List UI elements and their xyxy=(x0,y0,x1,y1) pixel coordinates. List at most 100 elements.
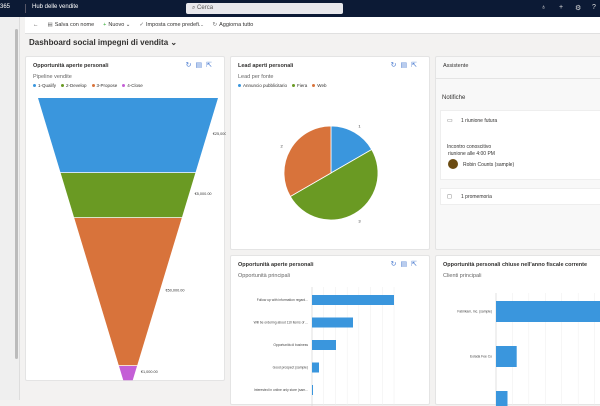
calendar-icon: ▭ xyxy=(447,118,453,124)
bar xyxy=(496,346,517,367)
category-label: Good prospect (sample) xyxy=(273,366,308,370)
legend-item[interactable]: Web xyxy=(312,83,326,88)
person-name[interactable]: Robin Counts (sample) xyxy=(463,162,515,168)
card-actions[interactable]: ↻▤⇱ xyxy=(185,62,216,69)
category-label: Opportunità di business xyxy=(273,343,308,347)
funnel-segment xyxy=(38,98,218,173)
pie-slice xyxy=(330,125,373,174)
pie-slice xyxy=(283,125,332,198)
page-title-text: Dashboard social impegni di vendita xyxy=(29,38,169,47)
help-icon[interactable]: ? xyxy=(592,4,596,11)
back-button[interactable]: ← xyxy=(33,22,39,28)
meeting-card[interactable]: ▭ 1 riunione futura Incontro conoscitivo… xyxy=(440,110,600,180)
legend-label: Fiera xyxy=(297,83,308,88)
card-subtitle: Opportunità principali xyxy=(238,273,290,279)
bar xyxy=(312,295,394,305)
plus-icon[interactable]: + xyxy=(559,4,564,11)
bar xyxy=(312,317,353,328)
card-title: Opportunità personali chiuse nell'anno f… xyxy=(443,262,588,268)
search-input[interactable]: ⌕ Cerca xyxy=(186,3,343,14)
funnel-data-label: €5,000.00 xyxy=(195,192,212,196)
legend-swatch xyxy=(61,84,65,88)
card-actions[interactable]: ↻▤⇱ xyxy=(390,62,421,69)
legend-item[interactable]: Fiera xyxy=(292,83,307,88)
bell-icon: ◻ xyxy=(447,194,452,200)
funnel-segment xyxy=(60,172,196,218)
funnel-data-label: €50,000.00 xyxy=(166,289,185,293)
refresh-all-label: Aggiorna tutto xyxy=(219,22,254,28)
bar xyxy=(312,340,336,350)
card-subtitle: Clienti principali xyxy=(443,273,482,279)
meeting-title: Incontro conoscitivo xyxy=(447,144,492,150)
sidebar-scrollbar[interactable] xyxy=(15,29,18,359)
legend-swatch xyxy=(33,84,36,88)
avatar xyxy=(448,159,458,169)
reminder-card[interactable]: ◻ 1 promemoria xyxy=(440,188,600,205)
notifications-heading: Notifiche xyxy=(442,95,466,101)
gear-icon[interactable]: ⚙ xyxy=(575,5,582,12)
legend-item[interactable]: 1-Qualify xyxy=(33,83,56,88)
legend-item[interactable]: 4-Close xyxy=(122,83,143,88)
bar-chart: Fabrikam, Inc. (sample) Eolada Fee Co xyxy=(457,293,600,406)
card-leads: Lead aperti personali ↻▤⇱ Lead per fonte… xyxy=(230,56,430,250)
page-title[interactable]: Dashboard social impegni di vendita ⌄ xyxy=(29,38,178,47)
divider xyxy=(436,78,600,79)
legend-label: 3-Propose xyxy=(96,83,118,88)
pie-data-label: 1 xyxy=(358,123,361,128)
set-default-button[interactable]: ✓ Imposta come predefi... xyxy=(139,22,203,28)
category-label: Interested in online only store (sam... xyxy=(254,388,308,392)
card-actions[interactable]: ↻▤⇱ xyxy=(390,261,421,268)
meeting-time: riunione alle 4:00 PM xyxy=(448,151,495,157)
brand: 365 xyxy=(0,4,11,10)
lightbulb-icon[interactable]: ♁ xyxy=(541,4,547,11)
legend: 1-Qualify 2-Develop 3-Propose 4-Close xyxy=(33,83,143,88)
divider xyxy=(25,4,26,13)
card-top-opportunities: Opportunità aperte personali ↻▤⇱ Opportu… xyxy=(230,255,430,406)
bar-chart: Follow up with information regard... Will… xyxy=(254,287,395,406)
legend-label: 4-Close xyxy=(127,83,143,88)
save-icon: ▤ xyxy=(47,22,53,28)
category-label: Follow up with information regard... xyxy=(257,298,308,302)
refresh-icon: ↻ xyxy=(212,22,218,28)
legend-swatch xyxy=(91,84,95,88)
refresh-all-button[interactable]: ↻ Aggiorna tutto xyxy=(213,22,254,28)
check-icon: ✓ xyxy=(139,22,145,28)
legend-label: 1-Qualify xyxy=(38,83,57,88)
legend-item[interactable]: 3-Propose xyxy=(91,83,118,88)
app-title[interactable]: Hub delle vendite xyxy=(32,4,79,10)
legend-label: 2-Develop xyxy=(66,83,87,88)
card-funnel: Opportunità aperte personali ↻▤⇱ Pipelin… xyxy=(25,56,226,381)
category-label: Eolada Fee Co xyxy=(470,355,492,359)
legend-item[interactable]: Annuncio pubblicitario xyxy=(238,83,287,88)
legend-swatch xyxy=(238,84,241,88)
pie-data-label: 3 xyxy=(358,219,361,224)
funnel-segment xyxy=(74,217,182,366)
legend-item[interactable]: 2-Develop xyxy=(61,83,87,88)
funnel-data-label: €1,000.00 xyxy=(141,370,158,374)
legend-label: Web xyxy=(317,83,327,88)
card-top-clients: Opportunità personali chiuse nell'anno f… xyxy=(435,255,600,406)
card-subtitle: Lead per fonte xyxy=(238,74,274,80)
category-label: Will be ordering about 110 items of ... xyxy=(254,321,308,325)
meeting-count: 1 riunione futura xyxy=(461,118,498,124)
card-assistant: Assistente Notifiche ▭ 1 riunione futura… xyxy=(435,56,600,250)
category-label: Fabrikam, Inc. (sample) xyxy=(457,310,492,314)
reminder-count: 1 promemoria xyxy=(461,194,492,200)
legend-swatch xyxy=(292,84,296,88)
legend-swatch xyxy=(312,84,316,88)
plus-icon: + xyxy=(103,22,107,28)
save-as-label: Salva con nome xyxy=(54,22,95,28)
bar xyxy=(496,301,600,322)
legend-label: Annuncio pubblicitario xyxy=(243,83,288,88)
search-placeholder: Cerca xyxy=(197,5,214,11)
pie-chart: 1 3 2 xyxy=(281,123,379,224)
sidebar xyxy=(0,17,20,400)
bar xyxy=(312,362,319,373)
card-subtitle: Pipeline vendite xyxy=(33,74,72,80)
bar xyxy=(496,391,508,406)
pie-data-label: 2 xyxy=(281,144,284,149)
new-button[interactable]: + Nuovo ⌄ xyxy=(103,22,131,28)
new-label: Nuovo xyxy=(108,22,125,28)
funnel-data-label: €25,000.00 xyxy=(213,132,226,136)
save-as-button[interactable]: ▤ Salva con nome xyxy=(48,22,95,28)
